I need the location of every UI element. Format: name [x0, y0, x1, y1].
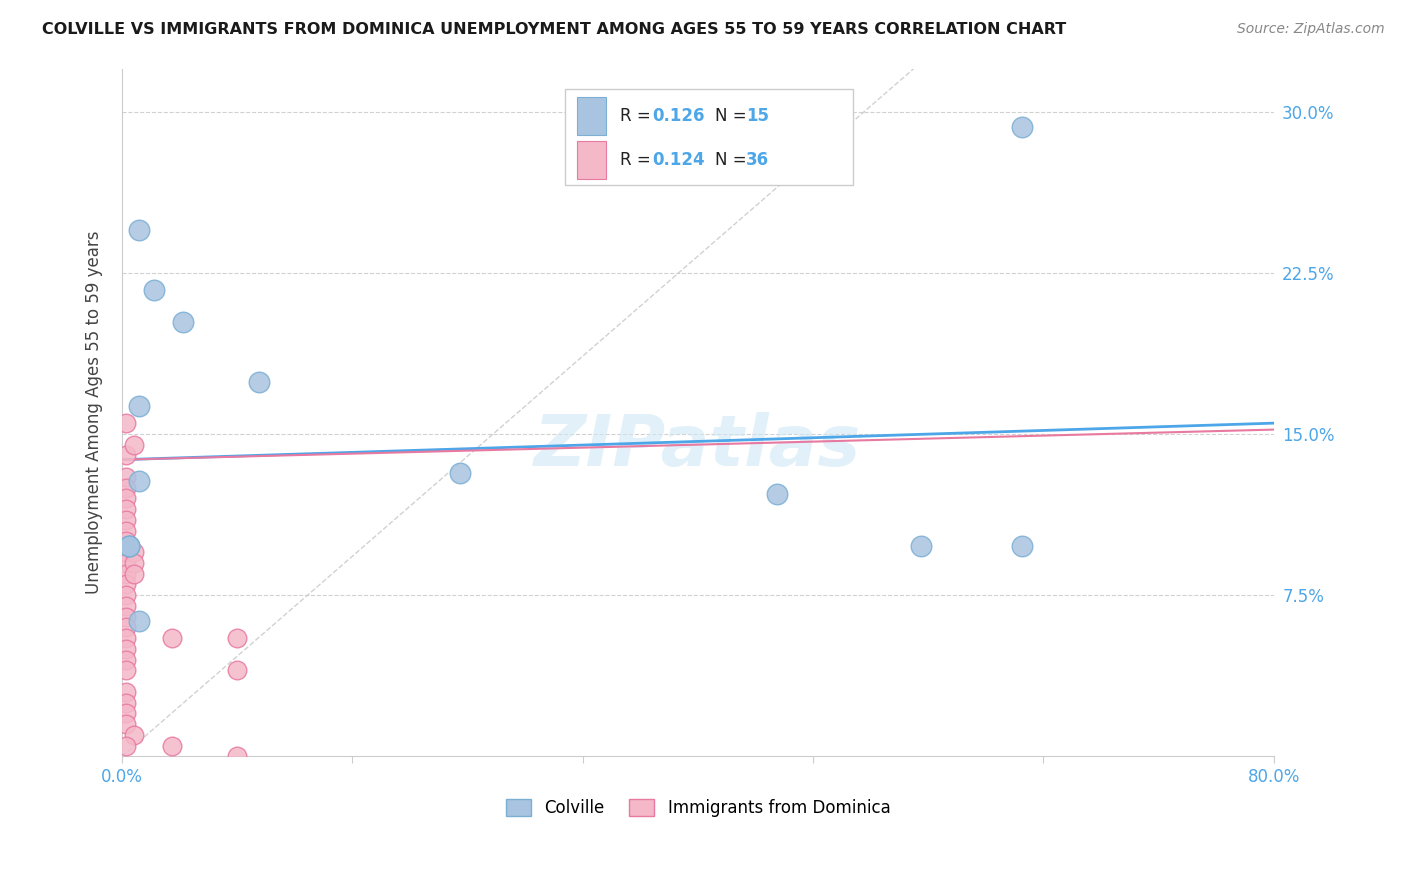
Point	[115, 513, 138, 527]
Point	[128, 223, 150, 237]
Point	[115, 706, 138, 721]
Point	[226, 749, 249, 764]
Point	[247, 376, 270, 390]
Text: R =: R =	[620, 107, 655, 125]
Point	[162, 631, 184, 645]
Point	[128, 474, 150, 488]
Point	[115, 588, 138, 602]
Text: N =: N =	[716, 107, 752, 125]
Point	[115, 534, 138, 549]
Y-axis label: Unemployment Among Ages 55 to 59 years: Unemployment Among Ages 55 to 59 years	[86, 231, 103, 594]
Point	[115, 524, 138, 538]
Point	[115, 502, 138, 516]
Point	[118, 539, 141, 553]
Point	[115, 449, 138, 463]
Text: COLVILLE VS IMMIGRANTS FROM DOMINICA UNEMPLOYMENT AMONG AGES 55 TO 59 YEARS CORR: COLVILLE VS IMMIGRANTS FROM DOMINICA UNE…	[42, 22, 1066, 37]
Point	[910, 539, 932, 553]
Bar	[576, 141, 606, 178]
Text: Source: ZipAtlas.com: Source: ZipAtlas.com	[1237, 22, 1385, 37]
Point	[122, 545, 145, 559]
Point	[172, 315, 194, 329]
Point	[226, 663, 249, 677]
Point	[115, 685, 138, 699]
Point	[115, 545, 138, 559]
Point	[115, 663, 138, 677]
Point	[115, 556, 138, 570]
Point	[115, 481, 138, 495]
Point	[115, 641, 138, 656]
Point	[128, 399, 150, 413]
Point	[115, 609, 138, 624]
Point	[142, 283, 165, 297]
Point	[122, 556, 145, 570]
Point	[115, 599, 138, 613]
Point	[115, 566, 138, 581]
Point	[115, 739, 138, 753]
Point	[226, 631, 249, 645]
Legend: Colville, Immigrants from Dominica: Colville, Immigrants from Dominica	[499, 792, 897, 823]
Point	[115, 577, 138, 591]
Point	[122, 566, 145, 581]
Text: 0.126: 0.126	[652, 107, 704, 125]
Point	[115, 696, 138, 710]
Point	[128, 614, 150, 628]
Point	[449, 466, 471, 480]
Point	[162, 739, 184, 753]
Point	[122, 437, 145, 451]
Text: 15: 15	[747, 107, 769, 125]
Text: N =: N =	[716, 151, 752, 169]
Text: ZIPatlas: ZIPatlas	[534, 412, 862, 482]
Point	[115, 652, 138, 666]
Point	[115, 631, 138, 645]
Text: 36: 36	[747, 151, 769, 169]
Point	[118, 539, 141, 553]
Point	[115, 416, 138, 430]
Point	[118, 539, 141, 553]
Text: R =: R =	[620, 151, 655, 169]
Point	[1011, 120, 1033, 134]
Point	[115, 491, 138, 506]
Point	[115, 620, 138, 634]
Point	[766, 487, 789, 501]
Point	[115, 470, 138, 484]
Point	[122, 728, 145, 742]
FancyBboxPatch shape	[565, 89, 853, 186]
Point	[1011, 539, 1033, 553]
Bar	[576, 97, 606, 136]
Point	[115, 717, 138, 731]
Text: 0.124: 0.124	[652, 151, 704, 169]
